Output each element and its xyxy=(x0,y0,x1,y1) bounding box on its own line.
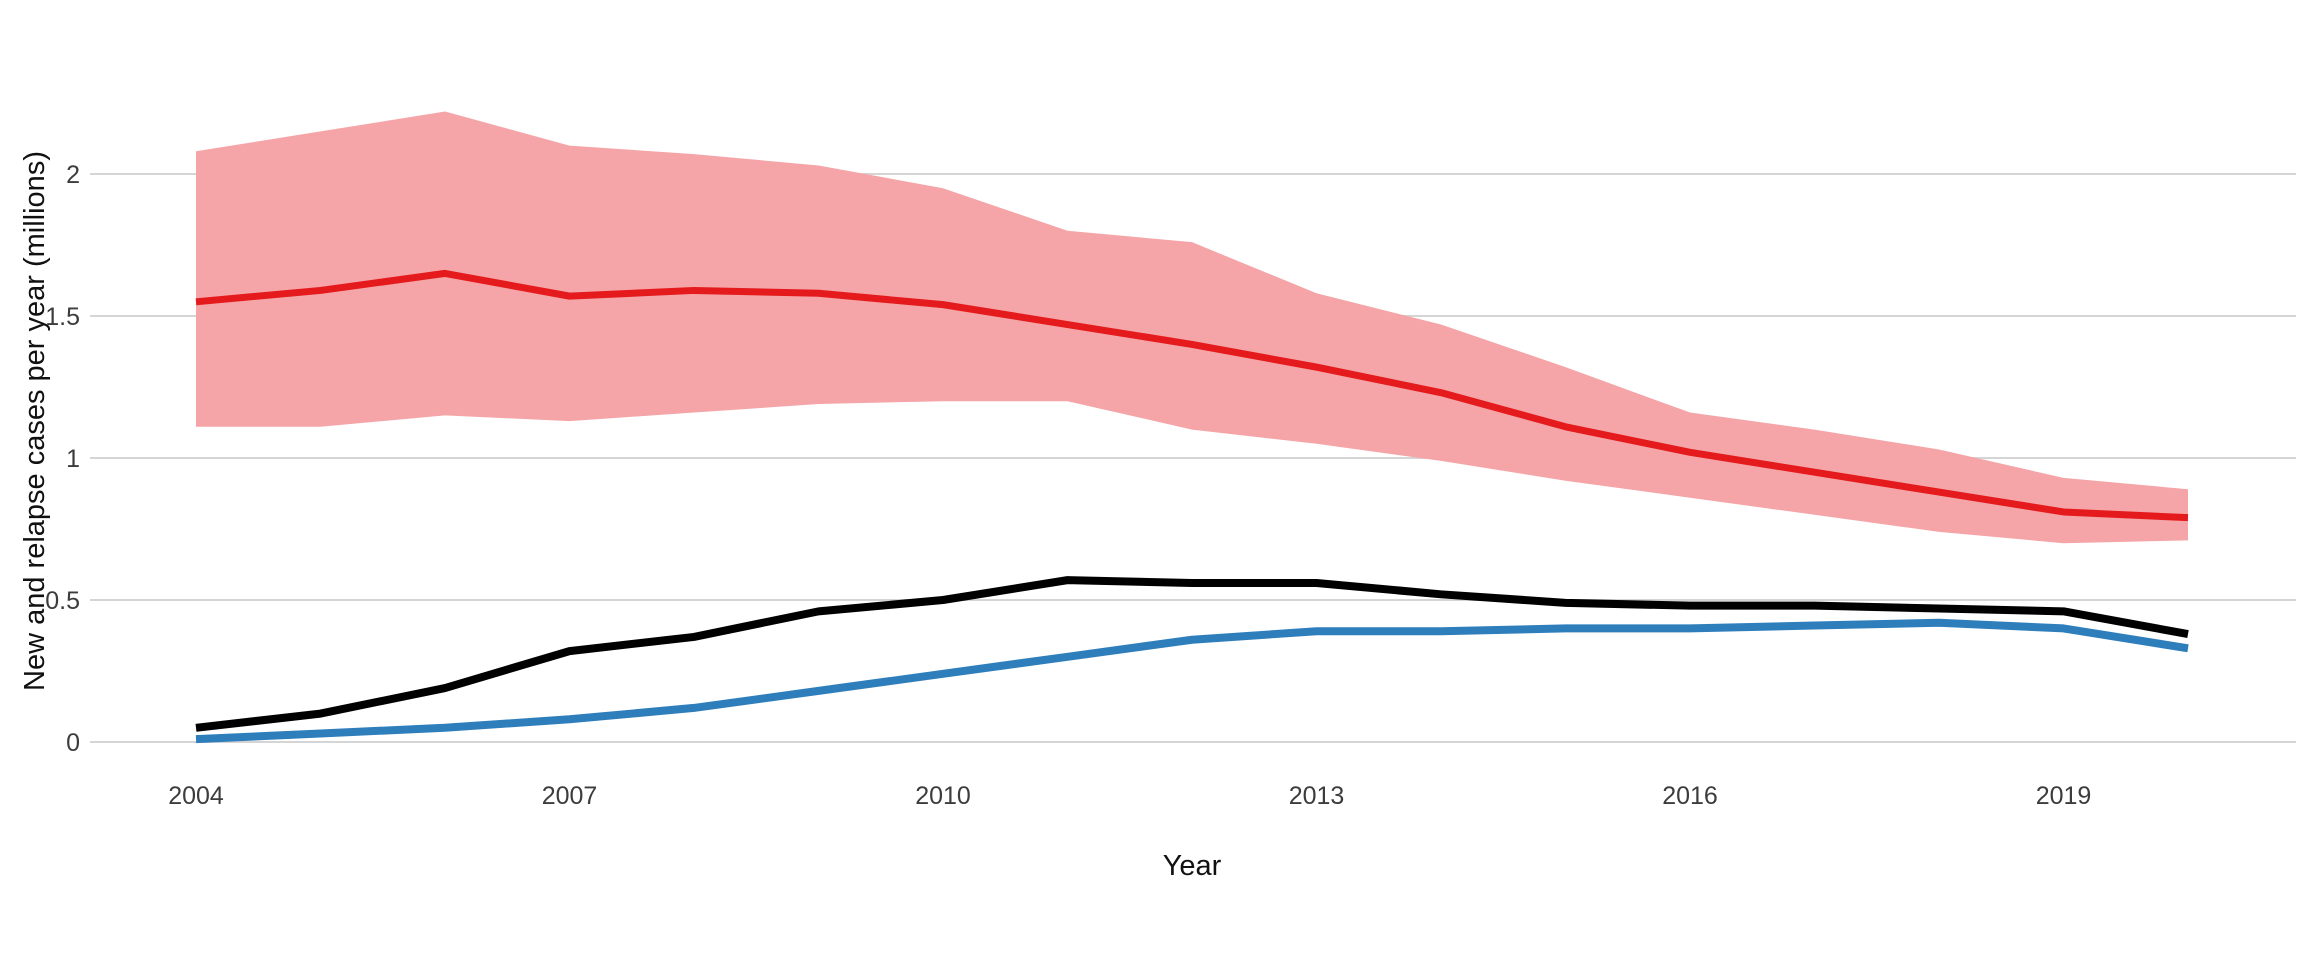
x-axis-title: Year xyxy=(1163,850,1222,882)
x-tick-label: 2007 xyxy=(542,782,598,810)
black-line xyxy=(195,576,2189,732)
y-axis-title: New and relapse cases per year (millions… xyxy=(19,151,51,691)
red-uncertainty-band xyxy=(196,111,2188,544)
x-tick-label: 2013 xyxy=(1289,782,1345,810)
y-tick-label: 2 xyxy=(66,161,80,189)
x-tick-label: 2016 xyxy=(1662,782,1718,810)
red-line xyxy=(195,269,2189,522)
y-tick-label: 0.5 xyxy=(45,587,80,615)
y-tick-label: 1 xyxy=(66,445,80,473)
y-tick-label: 1.5 xyxy=(45,303,80,331)
blue-line xyxy=(195,618,2189,744)
x-tick-label: 2010 xyxy=(915,782,971,810)
y-tick-label: 0 xyxy=(66,729,80,757)
x-tick-label: 2019 xyxy=(2036,782,2092,810)
x-tick-label: 2004 xyxy=(168,782,224,810)
